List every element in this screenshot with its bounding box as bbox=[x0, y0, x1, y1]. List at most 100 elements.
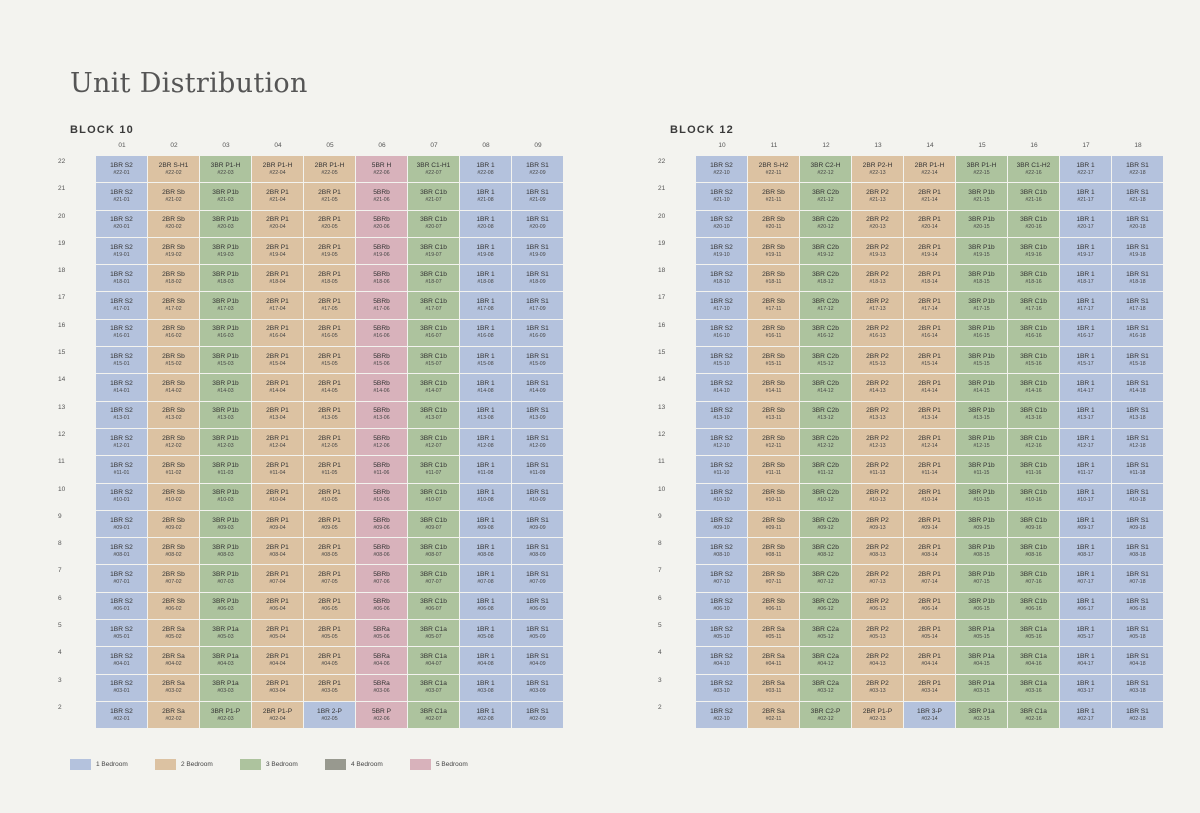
unit-cell: 3BR C1a #04-07 bbox=[408, 647, 460, 675]
unit-type: 2BR Sb bbox=[762, 216, 785, 224]
unit-number: #10-05 bbox=[321, 497, 338, 504]
unit-number: #09-16 bbox=[1025, 524, 1042, 531]
unit-type: 3BR P1b bbox=[212, 243, 239, 251]
unit-cell: 1BR S2 #05-01 bbox=[96, 620, 148, 648]
unit-type: 2BR P2 bbox=[866, 571, 889, 579]
unit-number: #15-09 bbox=[529, 360, 546, 367]
unit-number: #22-16 bbox=[1025, 169, 1042, 176]
unit-type: 3BR P1b bbox=[968, 352, 995, 360]
unit-cell: 2BR P1 #18-14 bbox=[904, 265, 956, 293]
unit-type: 1BR S2 bbox=[110, 489, 133, 497]
column-label: 17 bbox=[1082, 142, 1090, 149]
unit-number: #07-07 bbox=[425, 579, 442, 586]
unit-cell: 2BR P2 #05-13 bbox=[852, 620, 904, 648]
unit-number: #11-12 bbox=[817, 469, 834, 476]
unit-type: 2BR P1 bbox=[266, 380, 289, 388]
unit-type: 3BR C2b bbox=[812, 325, 839, 333]
unit-number: #04-11 bbox=[765, 660, 782, 667]
unit-cell: 3BR P1b #12-03 bbox=[200, 428, 252, 457]
unit-number: #07-10 bbox=[713, 579, 730, 586]
unit-cell: 2BR Sb #14-11 bbox=[748, 374, 800, 402]
unit-type: 2BR P1 bbox=[318, 325, 341, 333]
unit-cell: 2BR Sb #07-02 bbox=[148, 565, 200, 593]
unit-cell: 1BR S1 #10-18 bbox=[1112, 483, 1164, 511]
unit-cell: 1BR S1 #13-18 bbox=[1112, 401, 1164, 429]
unit-number: #19-05 bbox=[321, 251, 338, 258]
unit-type: 3BR C2b bbox=[812, 298, 839, 306]
unit-type: 2BR Sb bbox=[762, 325, 785, 333]
unit-type: 3BR P1-H bbox=[210, 161, 241, 169]
unit-cell: 1BR S1 #02-18 bbox=[1112, 701, 1164, 730]
unit-type: 3BR C2b bbox=[812, 543, 839, 551]
floor-label: 16 bbox=[58, 321, 66, 329]
unit-cell: 2BR Sa #03-11 bbox=[748, 674, 800, 702]
unit-cell: 2BR Sb #18-11 bbox=[748, 265, 800, 293]
unit-cell: 2BR P1 #07-14 bbox=[904, 565, 956, 593]
unit-type: 2BR P1 bbox=[266, 461, 289, 469]
floor-row: 20 1BR S2 #20-01 2BR Sb #20-02 3BR P1b #20-03 2… bbox=[44, 210, 564, 238]
unit-type: 1BR S2 bbox=[110, 243, 133, 251]
unit-type: 3BR C1b bbox=[1020, 434, 1047, 442]
unit-type: 1BR S2 bbox=[710, 325, 733, 333]
unit-cell: 1BR S2 #11-10 bbox=[696, 456, 748, 484]
unit-number: #08-12 bbox=[817, 551, 834, 558]
unit-cell: 1BR S2 #11-01 bbox=[96, 456, 148, 484]
unit-type: 2BR P2 bbox=[866, 407, 889, 415]
unit-type: 2BR Sb bbox=[162, 598, 185, 606]
unit-number: #16-07 bbox=[425, 333, 442, 340]
floor-row: 19 1BR S2 #19-01 2BR Sb #19-02 3BR P1b #19-03 2… bbox=[44, 237, 564, 266]
floor-label: 22 bbox=[58, 158, 66, 165]
unit-number: #06-13 bbox=[869, 606, 886, 613]
unit-type: 5BRb bbox=[373, 270, 390, 278]
unit-type: 1BR S1 bbox=[526, 325, 549, 333]
unit-number: #15-04 bbox=[269, 360, 286, 367]
unit-cell: 3BR C2b #19-12 bbox=[800, 237, 852, 266]
unit-cell: 3BR C1b #14-16 bbox=[1008, 374, 1060, 402]
unit-number: #16-10 bbox=[713, 333, 730, 340]
unit-type: 3BR C1b bbox=[420, 516, 447, 524]
unit-type: 3BR C1b bbox=[1020, 188, 1047, 196]
unit-number: #16-14 bbox=[921, 333, 938, 340]
unit-type: 2BR P1 bbox=[318, 434, 341, 442]
unit-cell: 3BR C1b #13-07 bbox=[408, 401, 460, 429]
unit-cell: 2BR P1 #04-05 bbox=[304, 647, 356, 675]
unit-cell: 1BR S1 #02-09 bbox=[512, 701, 564, 730]
floor-label: 17 bbox=[658, 294, 666, 302]
unit-type: 1BR S1 bbox=[1126, 216, 1149, 224]
unit-cell: 1BR S1 #17-18 bbox=[1112, 292, 1164, 320]
unit-number: #04-05 bbox=[321, 660, 338, 667]
unit-type: 2BR P1-H bbox=[914, 161, 945, 169]
floor-label: 13 bbox=[58, 403, 66, 411]
unit-cell: 3BR P1b #21-03 bbox=[200, 183, 252, 211]
unit-type: 1BR S1 bbox=[1126, 598, 1149, 606]
unit-number: #09-11 bbox=[765, 524, 782, 531]
unit-number: #16-11 bbox=[765, 333, 782, 340]
unit-cell: 3BR C1b #09-07 bbox=[408, 510, 460, 539]
unit-cell: 2BR P1 #14-05 bbox=[304, 374, 356, 402]
unit-number: #21-10 bbox=[713, 196, 730, 203]
unit-number: #02-03 bbox=[217, 715, 234, 722]
unit-cell: 1BR 1 #11-08 bbox=[460, 456, 512, 484]
unit-type: 3BR P1b bbox=[968, 243, 995, 251]
unit-cell: 2BR P1 #13-04 bbox=[252, 401, 304, 429]
unit-cell: 1BR 1 #18-17 bbox=[1060, 265, 1112, 293]
floor-label: 6 bbox=[658, 594, 662, 602]
unit-cell: 3BR C1a #02-07 bbox=[408, 701, 460, 730]
unit-cell: 2BR P1 #13-05 bbox=[304, 401, 356, 429]
unit-cell: 3BR C1b #15-07 bbox=[408, 347, 460, 375]
unit-number: #14-02 bbox=[165, 388, 182, 395]
unit-type: 2BR P1 bbox=[266, 298, 289, 306]
unit-number: #22-11 bbox=[765, 169, 782, 176]
unit-type: 3BR C1b bbox=[420, 407, 447, 415]
unit-cell: 2BR P2 #10-13 bbox=[852, 483, 904, 511]
unit-number: #10-09 bbox=[529, 497, 546, 504]
unit-number: #05-05 bbox=[321, 633, 338, 640]
unit-number: #11-02 bbox=[165, 469, 182, 476]
unit-number: #09-15 bbox=[973, 524, 990, 531]
unit-number: #03-04 bbox=[269, 688, 286, 695]
unit-number: #21-08 bbox=[477, 196, 494, 203]
unit-number: #18-14 bbox=[921, 278, 938, 285]
unit-cell: 3BR P1a #05-15 bbox=[956, 620, 1008, 648]
unit-cell: 5BRb #17-06 bbox=[356, 292, 408, 320]
unit-number: #15-12 bbox=[817, 360, 834, 367]
